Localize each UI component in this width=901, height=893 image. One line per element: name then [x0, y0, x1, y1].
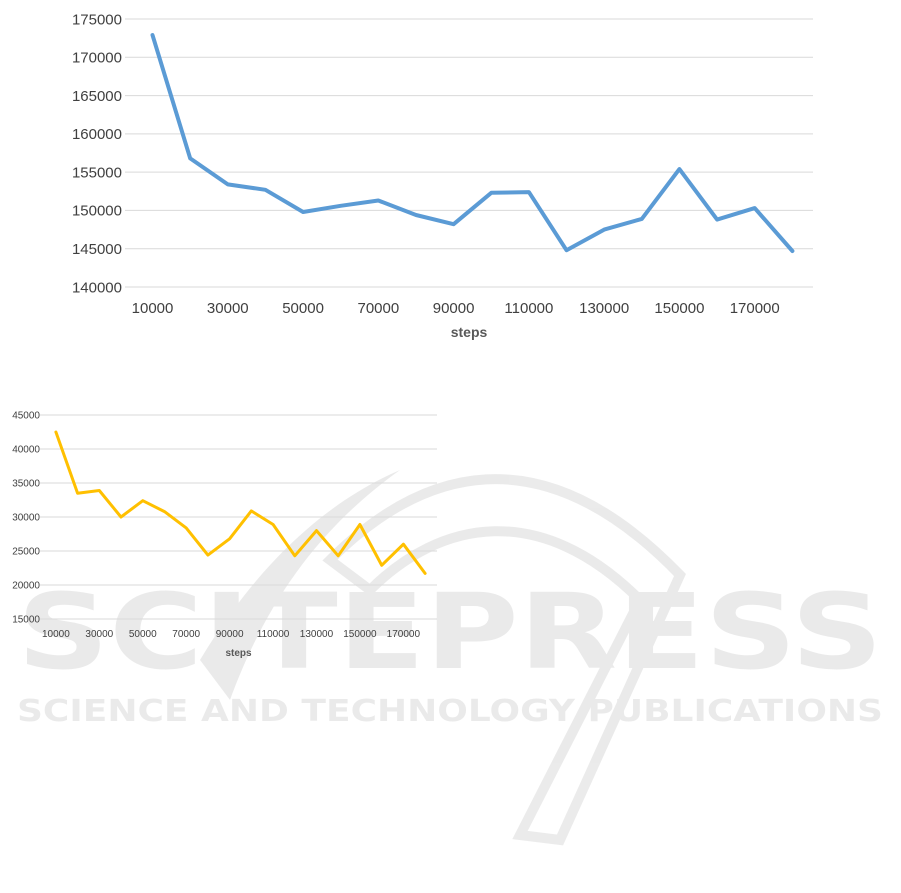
x-tick-label: 130000 — [579, 300, 629, 317]
x-tick-label: 70000 — [172, 629, 200, 640]
x-tick-label: 10000 — [42, 629, 70, 640]
y-tick-label: 45000 — [12, 411, 40, 422]
y-tick-label: 40000 — [12, 445, 40, 456]
x-tick-label: 90000 — [433, 300, 475, 317]
y-tick-label: 15000 — [12, 615, 40, 626]
y-tick-label: 20000 — [12, 581, 40, 592]
chart-1-x-axis-label: steps — [451, 324, 488, 340]
chart-1-y-axis: 140000 145000 150000 155000 160000 165000 1700… — [72, 11, 122, 296]
x-tick-label: 110000 — [257, 629, 290, 640]
y-tick-label: 160000 — [72, 126, 122, 143]
y-tick-label: 30000 — [12, 513, 40, 524]
x-tick-label: 90000 — [216, 629, 244, 640]
x-tick-label: 170000 — [730, 300, 780, 317]
chart-steps-top: 140000 145000 150000 155000 160000 165000 1700… — [72, 11, 813, 340]
x-tick-label: 50000 — [129, 629, 157, 640]
y-tick-label: 175000 — [72, 11, 122, 28]
y-tick-label: 25000 — [12, 547, 40, 558]
chart-steps-bottom: 15000 20000 25000 30000 35000 40000 45000 1000… — [12, 411, 437, 659]
y-tick-label: 145000 — [72, 241, 122, 258]
watermark-name: SCITEPRESS — [17, 571, 883, 693]
x-tick-label: 30000 — [207, 300, 249, 317]
chart-2-x-axis-label: steps — [225, 648, 252, 659]
x-tick-label: 70000 — [357, 300, 399, 317]
chart-2-gridlines — [40, 414, 437, 620]
chart-2-series-line — [54, 430, 427, 575]
y-tick-label: 165000 — [72, 88, 122, 105]
publisher-watermark: SCITEPRESS SCIENCE AND TECHNOLOGY PUBLIC… — [17, 470, 883, 846]
y-tick-label: 140000 — [72, 279, 122, 296]
x-tick-label: 130000 — [300, 629, 334, 640]
x-tick-label: 150000 — [654, 300, 704, 317]
chart-1-x-axis: 10000 30000 50000 70000 90000 110000 130000 150… — [132, 300, 780, 317]
x-tick-label: 110000 — [504, 300, 553, 317]
watermark-swoosh-shape — [200, 470, 400, 700]
x-tick-label: 10000 — [132, 300, 174, 317]
chart-2-x-axis: 10000 30000 50000 70000 90000 110000 130000 150… — [42, 629, 421, 640]
x-tick-label: 30000 — [85, 629, 113, 640]
chart-1-gridlines — [125, 18, 813, 288]
y-tick-label: 170000 — [72, 50, 122, 67]
chart-1-series-line — [150, 33, 795, 253]
x-tick-label: 50000 — [282, 300, 324, 317]
x-tick-label: 150000 — [343, 629, 377, 640]
x-tick-label: 170000 — [387, 629, 421, 640]
y-tick-label: 35000 — [12, 479, 40, 490]
y-tick-label: 155000 — [72, 164, 122, 181]
chart-2-y-axis: 15000 20000 25000 30000 35000 40000 45000 — [12, 411, 40, 626]
watermark-tagline: SCIENCE AND TECHNOLOGY PUBLICATIONS — [17, 694, 883, 729]
y-tick-label: 150000 — [72, 203, 122, 220]
watermark-swoosh-outline — [322, 474, 686, 846]
